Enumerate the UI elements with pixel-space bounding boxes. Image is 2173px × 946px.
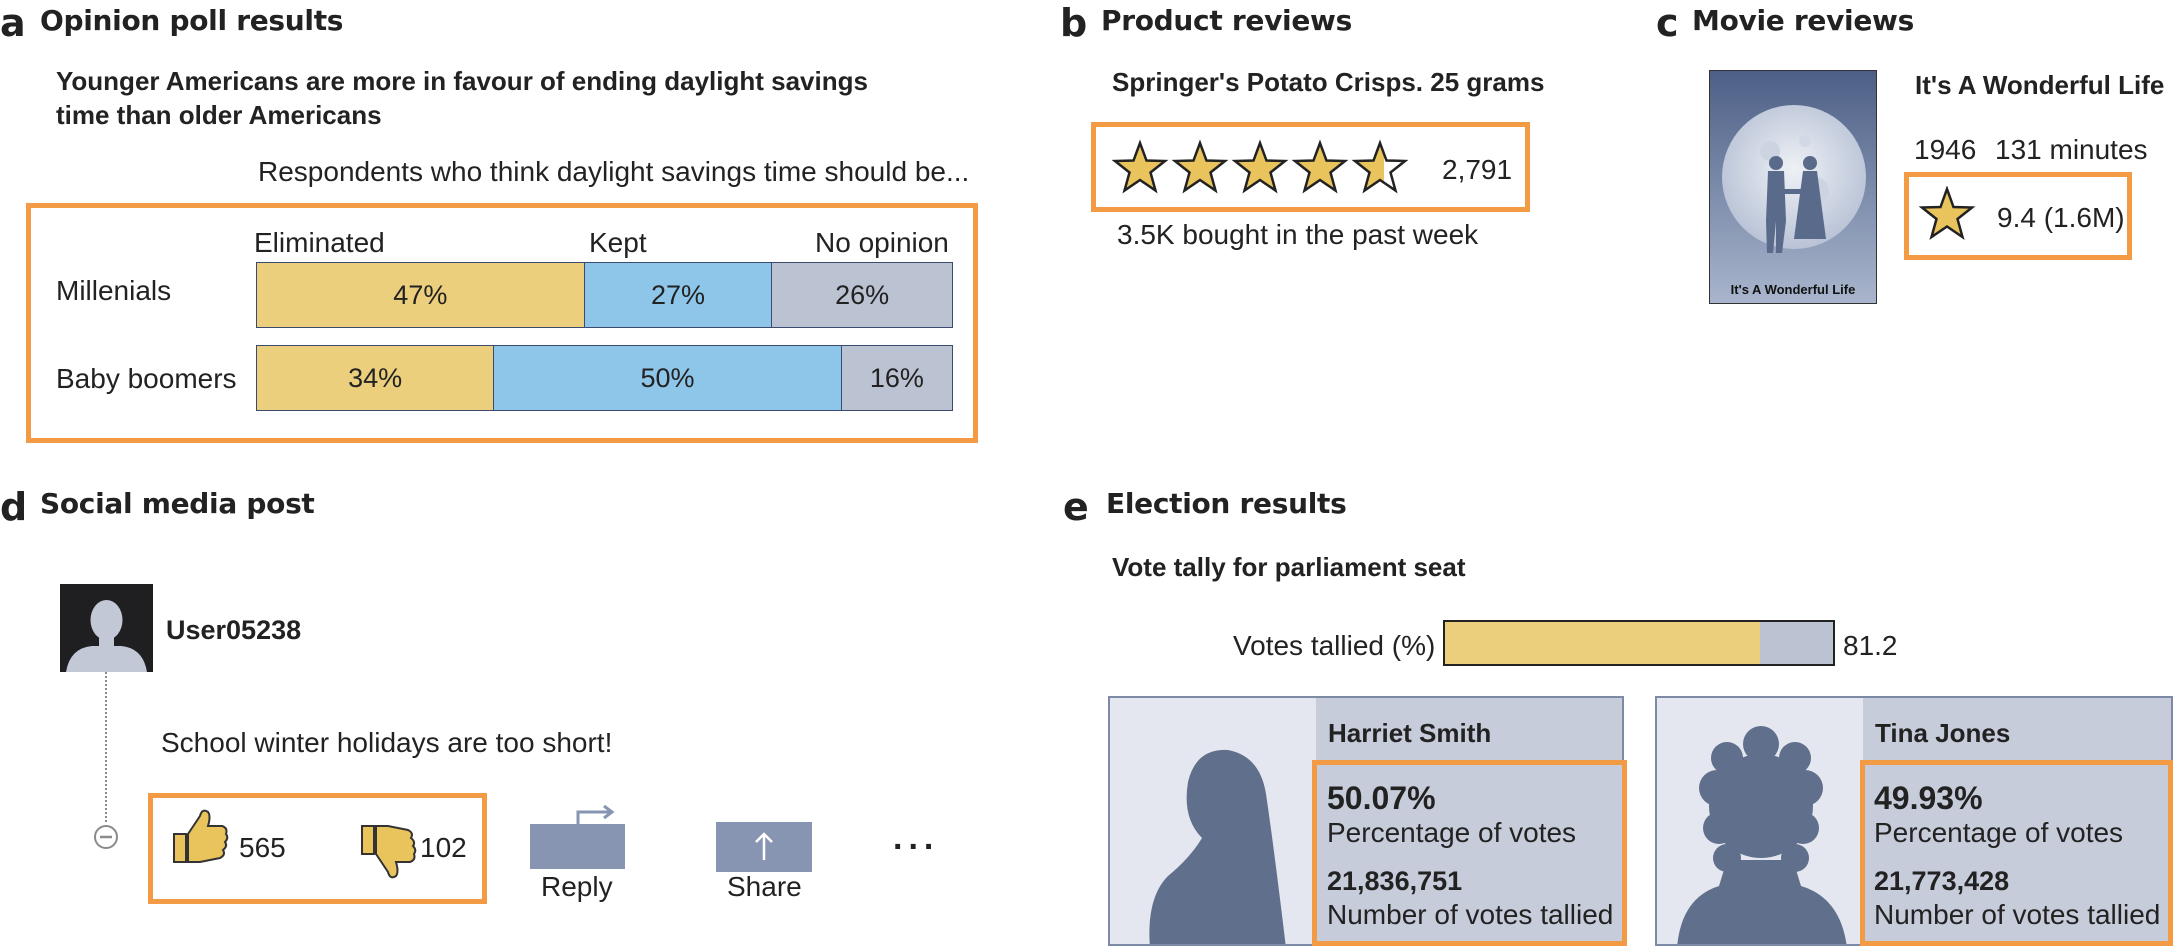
star-icon-4 xyxy=(1291,139,1349,194)
user-icon xyxy=(66,600,147,672)
panel-b-title: Product reviews xyxy=(1101,4,1352,37)
poll-highlight-box xyxy=(26,203,978,443)
likes-count: 565 xyxy=(239,832,286,863)
panel-c-title: Movie reviews xyxy=(1692,4,1914,37)
panel-d-title: Social media post xyxy=(40,487,315,520)
candidate-card-2: Tina Jones xyxy=(1655,696,2173,946)
votes-tallied-label: Votes tallied (%) xyxy=(1233,630,1436,661)
candidate-1-percentage: 50.07% xyxy=(1327,780,1436,816)
poll-seg-millenials-no-opinion: 26% xyxy=(771,263,952,327)
post-text: School winter holidays are too short! xyxy=(161,727,613,758)
panel-d-letter: d xyxy=(0,485,28,529)
candidate-1-votes-label: Number of votes tallied xyxy=(1327,899,1614,930)
dislikes-count: 102 xyxy=(420,832,467,863)
moon-silhouette-illustration xyxy=(1710,71,1876,303)
movie-poster: It's A Wonderful Life xyxy=(1709,70,1877,304)
reply-label[interactable]: Reply xyxy=(541,871,613,902)
avatar[interactable] xyxy=(60,584,153,672)
movie-title: It's A Wonderful Life xyxy=(1915,70,2165,100)
product-stars xyxy=(1111,139,1409,194)
panel-e-title: Election results xyxy=(1106,487,1347,520)
panel-e-letter: e xyxy=(1063,485,1089,529)
woman-curly-silhouette-icon xyxy=(1677,726,1847,944)
star-icon-2 xyxy=(1171,139,1229,194)
thumbs-up-icon[interactable] xyxy=(170,806,232,866)
product-name: Springer's Potato Crisps. 25 grams xyxy=(1112,67,1545,97)
poll-bar-millenials: 47% 27% 26% xyxy=(256,262,953,328)
half-star-icon xyxy=(1351,139,1409,194)
panel-c-letter: c xyxy=(1656,1,1679,45)
votes-tallied-bar xyxy=(1443,620,1835,666)
candidate-1-votes: 21,836,751 xyxy=(1327,866,1463,896)
candidate-2-percentage: 49.93% xyxy=(1874,780,1983,816)
panel-a-letter: a xyxy=(0,1,26,45)
star-icon-3 xyxy=(1231,139,1289,194)
movie-rating-box xyxy=(1904,172,2132,260)
candidate-1-highlight-box xyxy=(1312,760,1627,946)
candidate-name-2: Tina Jones xyxy=(1875,718,2011,748)
reply-arrow-icon xyxy=(530,804,625,869)
candidate-name-1: Harriet Smith xyxy=(1328,718,1492,748)
panel-b-letter: b xyxy=(1060,1,1088,45)
star-icon-1 xyxy=(1111,139,1169,194)
poll-seg-millenials-eliminated: 47% xyxy=(257,263,584,327)
poll-seg-boomers-kept: 50% xyxy=(493,346,841,410)
woman-silhouette-icon xyxy=(1149,749,1286,944)
product-bought: 3.5K bought in the past week xyxy=(1117,219,1479,250)
collapse-thread-icon[interactable] xyxy=(92,823,120,851)
candidate-2-highlight-box xyxy=(1860,760,2173,946)
thumbs-down-icon[interactable] xyxy=(358,822,420,882)
share-label[interactable]: Share xyxy=(727,871,802,902)
username[interactable]: User05238 xyxy=(166,615,302,645)
reactions-box xyxy=(148,793,487,904)
poster-caption: It's A Wonderful Life xyxy=(1730,282,1856,297)
candidate-photo-2 xyxy=(1657,698,1863,944)
poll-column-no-opinion: No opinion xyxy=(815,227,949,258)
poll-row-label-millenials: Millenials xyxy=(56,275,172,306)
movie-year: 1946 xyxy=(1914,134,1977,165)
thread-line xyxy=(105,672,107,822)
poll-headline-line2: time than older Americans xyxy=(56,100,382,130)
poll-seg-boomers-no-opinion: 16% xyxy=(840,346,952,410)
poll-row-label-baby-boomers: Baby boomers xyxy=(56,363,237,394)
poll-subtitle: Respondents who think daylight savings t… xyxy=(258,156,970,187)
poll-seg-boomers-eliminated: 34% xyxy=(257,346,494,410)
candidate-2-votes: 21,773,428 xyxy=(1874,866,2010,896)
votes-tallied-value: 81.2 xyxy=(1843,630,1898,661)
poll-headline-line1: Younger Americans are more in favour of … xyxy=(56,66,868,96)
poll-bar-baby-boomers: 34% 50% 16% xyxy=(256,345,953,411)
candidate-2-votes-label: Number of votes tallied xyxy=(1874,899,2161,930)
poll-seg-millenials-kept: 27% xyxy=(583,263,772,327)
election-subtitle: Vote tally for parliament seat xyxy=(1112,552,1466,582)
product-review-count: 2,791 xyxy=(1442,154,1513,185)
more-options-icon[interactable]: ... xyxy=(893,819,940,857)
product-rating-box xyxy=(1091,122,1530,212)
reply-button[interactable] xyxy=(530,804,626,872)
candidate-card-1: Harriet Smith xyxy=(1108,696,1624,946)
candidate-1-percentage-label: Percentage of votes xyxy=(1327,817,1577,848)
share-arrow-icon xyxy=(755,832,773,860)
panel-a-title: Opinion poll results xyxy=(40,4,344,37)
candidate-2-percentage-label: Percentage of votes xyxy=(1874,817,2124,848)
poll-column-kept: Kept xyxy=(589,227,647,258)
votes-tallied-fill xyxy=(1445,622,1761,664)
movie-rating: 9.4 (1.6M) xyxy=(1997,202,2125,233)
movie-runtime: 131 minutes xyxy=(1995,134,2148,165)
poll-column-eliminated: Eliminated xyxy=(254,227,385,258)
candidate-photo-1 xyxy=(1110,698,1316,944)
share-button[interactable] xyxy=(716,822,812,872)
star-icon xyxy=(1919,186,1976,240)
